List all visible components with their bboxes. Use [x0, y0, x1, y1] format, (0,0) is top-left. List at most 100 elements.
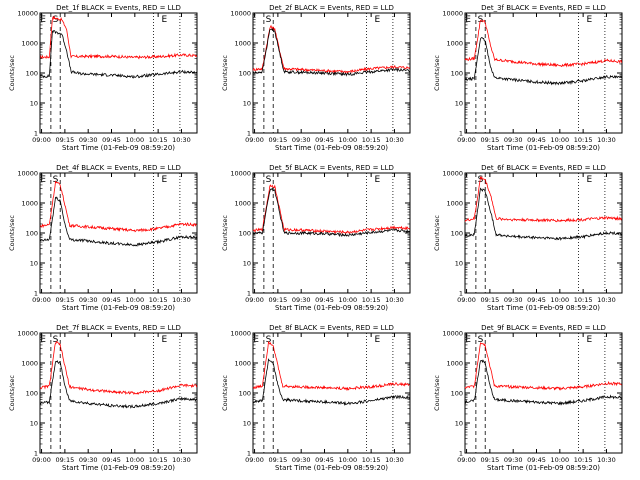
y-tick-label: 10 [243, 420, 251, 428]
y-axis-label: Counts/sec [433, 215, 441, 251]
interval-marker-label: E [587, 175, 593, 185]
x-tick-label: 10:30 [385, 136, 404, 144]
plot-frame [252, 172, 411, 294]
lld-rate-series [252, 184, 411, 234]
detector-panel: Det_2f BLACK = Events, RED = LLD 1 10 100 10… [221, 4, 411, 152]
lld-rate-series [464, 342, 622, 391]
y-tick-label: 1 [34, 130, 38, 138]
x-tick-label: 10:30 [172, 456, 191, 464]
y-tick-label: 10000 [442, 10, 463, 18]
y-tick-label: 1000 [234, 360, 251, 368]
x-tick-label: 10:30 [597, 456, 616, 464]
panel-title: Det_1f BLACK = Events, RED = LLD [56, 4, 181, 12]
x-tick-label: 09:15 [269, 296, 288, 304]
x-tick-label: 09:30 [79, 136, 98, 144]
x-tick-label: 09:30 [504, 136, 523, 144]
y-tick-label: 1000 [21, 40, 38, 48]
events-rate-series [39, 196, 198, 247]
interval-marker-label: E [162, 175, 168, 185]
x-tick-label: 09:45 [315, 296, 334, 304]
y-tick-label: 10 [455, 420, 463, 428]
plot-frame [464, 332, 623, 454]
x-tick-label: 10:00 [550, 456, 569, 464]
x-axis-label: Start Time (01-Feb-09 08:59:20) [62, 304, 175, 312]
events-rate-series [39, 360, 197, 409]
x-tick-label: 09:45 [527, 136, 546, 144]
y-tick-label: 1000 [21, 200, 38, 208]
panel-title: Det_5f BLACK = Events, RED = LLD [269, 164, 394, 172]
x-tick-label: 09:00 [245, 136, 264, 144]
detector-panel: Det_6f BLACK = Events, RED = LLD 1 10 100 10… [433, 164, 623, 312]
x-tick-label: 10:15 [574, 456, 593, 464]
x-tick-label: 10:00 [125, 456, 144, 464]
y-axis-label: Counts/sec [221, 375, 229, 411]
y-tick-label: 100 [26, 390, 38, 398]
plot-frame [252, 332, 411, 454]
y-axis-label: Counts/sec [433, 375, 441, 411]
interval-marker-label: E [40, 175, 46, 185]
y-tick-label: 100 [239, 230, 251, 238]
y-tick-label: 1 [459, 450, 463, 458]
x-tick-label: 10:30 [385, 296, 404, 304]
y-tick-label: 100 [451, 390, 463, 398]
y-tick-label: 1000 [21, 360, 38, 368]
y-tick-label: 100 [26, 230, 38, 238]
y-tick-label: 1 [459, 130, 463, 138]
x-tick-label: 09:30 [79, 296, 98, 304]
x-axis-label: Start Time (01-Feb-09 08:59:20) [275, 464, 388, 472]
x-tick-label: 09:30 [292, 296, 311, 304]
x-tick-label: 09:00 [32, 456, 51, 464]
events-rate-series [252, 358, 411, 406]
y-tick-label: 10000 [17, 330, 38, 338]
y-tick-label: 1000 [234, 200, 251, 208]
y-tick-label: 10000 [230, 10, 251, 18]
detector-panel: Det_7f BLACK = Events, RED = LLD 1 10 100 10… [8, 324, 198, 472]
y-tick-label: 1 [247, 450, 251, 458]
x-tick-label: 09:30 [504, 456, 523, 464]
x-tick-label: 09:00 [32, 296, 51, 304]
y-tick-label: 100 [239, 70, 251, 78]
x-tick-label: 09:00 [457, 456, 476, 464]
x-axis-label: Start Time (01-Feb-09 08:59:20) [487, 464, 600, 472]
y-tick-label: 10000 [230, 330, 251, 338]
y-axis-label: Counts/sec [433, 55, 441, 91]
x-tick-label: 09:30 [504, 296, 523, 304]
events-rate-series [252, 187, 410, 238]
interval-marker-label: E [375, 175, 381, 185]
detector-panel: Det_4f BLACK = Events, RED = LLD 1 10 100 10… [8, 164, 198, 312]
y-axis-label: Counts/sec [8, 215, 16, 251]
interval-marker-label: E [375, 15, 381, 25]
y-tick-label: 100 [239, 390, 251, 398]
interval-marker-label: E [40, 335, 46, 345]
detector-panel: Det_5f BLACK = Events, RED = LLD 1 10 100 10… [221, 164, 411, 312]
x-tick-label: 10:15 [574, 136, 593, 144]
lld-rate-series [39, 15, 198, 60]
y-tick-label: 10000 [230, 170, 251, 178]
x-tick-label: 10:00 [550, 136, 569, 144]
x-tick-label: 09:30 [292, 136, 311, 144]
events-rate-series [39, 30, 197, 79]
interval-marker-label: E [253, 335, 259, 345]
y-tick-label: 1 [34, 450, 38, 458]
interval-marker-label: E [40, 15, 46, 25]
x-tick-label: 09:30 [292, 456, 311, 464]
y-tick-label: 1000 [446, 40, 463, 48]
panel-title: Det_6f BLACK = Events, RED = LLD [481, 164, 606, 172]
x-tick-label: 10:30 [385, 456, 404, 464]
x-tick-label: 10:30 [172, 296, 191, 304]
x-tick-label: 09:45 [315, 456, 334, 464]
interval-marker-label: S [53, 15, 59, 25]
y-tick-label: 10000 [442, 170, 463, 178]
y-tick-label: 1000 [234, 40, 251, 48]
x-tick-label: 09:00 [457, 296, 476, 304]
panel-title: Det_9f BLACK = Events, RED = LLD [481, 324, 606, 332]
interval-marker-label: S [266, 175, 272, 185]
x-tick-label: 09:45 [102, 136, 121, 144]
y-axis-label: Counts/sec [8, 375, 16, 411]
x-axis-label: Start Time (01-Feb-09 08:59:20) [275, 304, 388, 312]
plot-frame [464, 12, 623, 134]
lld-rate-series [464, 175, 623, 223]
detector-panel: Det_1f BLACK = Events, RED = LLD 1 10 100 10… [8, 4, 198, 152]
y-tick-label: 1 [247, 290, 251, 298]
lld-rate-series [464, 19, 623, 68]
